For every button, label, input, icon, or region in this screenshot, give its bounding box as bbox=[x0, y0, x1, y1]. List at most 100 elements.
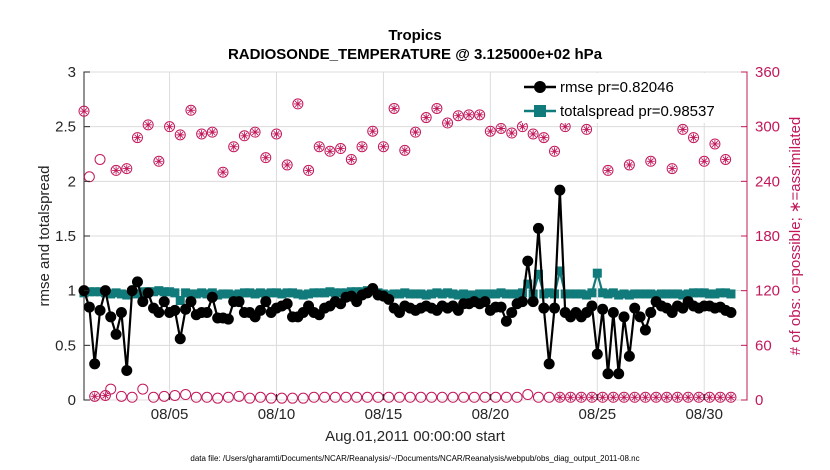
spread-point bbox=[175, 296, 185, 306]
obs-possible-point bbox=[99, 389, 111, 401]
obs-assimilated-point bbox=[325, 147, 334, 156]
spread-point bbox=[239, 288, 249, 298]
obs-assimilated-point bbox=[555, 393, 564, 402]
rmse-point bbox=[629, 302, 641, 314]
spread-point bbox=[683, 289, 693, 299]
rmse-point bbox=[639, 324, 651, 336]
obs-possible-point bbox=[83, 171, 95, 183]
rmse-point bbox=[131, 276, 143, 288]
spread-point bbox=[630, 289, 640, 299]
spread-point bbox=[427, 289, 437, 299]
legend: rmse pr=0.82046 totalspread pr=0.98537 bbox=[522, 73, 727, 123]
obs-assimilated-point bbox=[641, 393, 650, 402]
obs-possible-point bbox=[725, 391, 737, 403]
rmse-point bbox=[618, 311, 630, 323]
rmse-point bbox=[260, 296, 272, 308]
spread-point bbox=[544, 288, 554, 298]
y-tick-label: 3 bbox=[68, 64, 76, 81]
obs-possible-point bbox=[137, 383, 149, 395]
spread-point bbox=[667, 289, 677, 299]
spread-point bbox=[411, 289, 420, 299]
obs-assimilated-point bbox=[80, 107, 88, 116]
rmse-point bbox=[222, 313, 234, 325]
spread-point bbox=[443, 288, 453, 298]
obs-assimilated-point bbox=[678, 125, 687, 134]
obs-assimilated-point bbox=[464, 110, 473, 119]
obs-possible-point bbox=[308, 391, 320, 403]
obs-assimilated-point bbox=[122, 164, 131, 173]
obs-possible-point bbox=[121, 163, 133, 175]
chart-subtitle: RADIOSONDE_TEMPERATURE @ 3.125000e+02 hP… bbox=[228, 46, 603, 63]
obs-possible-point bbox=[153, 155, 165, 167]
series-totalspread bbox=[79, 266, 736, 306]
rmse-line bbox=[82, 190, 732, 374]
y-tick-label: 2 bbox=[68, 173, 76, 190]
y-axis-label: rmse and totalspread bbox=[36, 166, 53, 307]
spread-point bbox=[721, 288, 731, 298]
obs-possible-point bbox=[89, 390, 101, 402]
series-rmse bbox=[78, 184, 737, 380]
obs-assimilated-point bbox=[497, 124, 506, 133]
obs-possible-point bbox=[222, 391, 234, 403]
obs-assimilated-point bbox=[668, 164, 677, 173]
obs-assimilated-point bbox=[694, 393, 703, 402]
obs-assimilated-point bbox=[315, 142, 324, 151]
obs-assimilated-point bbox=[293, 99, 302, 108]
obs-possible-point bbox=[463, 109, 475, 121]
spread-point bbox=[576, 289, 586, 299]
obs-possible-point bbox=[228, 141, 240, 153]
obs-possible-point bbox=[490, 391, 502, 403]
obs-assimilated-point bbox=[566, 393, 575, 402]
spread-point bbox=[336, 288, 346, 298]
obs-possible-point bbox=[115, 390, 127, 402]
rmse-point bbox=[254, 304, 266, 316]
rmse-point bbox=[158, 296, 170, 308]
y-right-tick-label: 180 bbox=[755, 228, 780, 245]
obs-assimilated-point bbox=[390, 104, 399, 113]
obs-assimilated-point bbox=[283, 160, 292, 169]
spread-point bbox=[726, 289, 736, 299]
obs-possible-point bbox=[169, 389, 181, 401]
obs-assimilated-point bbox=[486, 127, 495, 136]
obs-assimilated-point bbox=[379, 142, 388, 151]
obs-possible-point bbox=[212, 392, 224, 404]
spread-point bbox=[635, 289, 645, 299]
obs-possible-point bbox=[142, 119, 154, 131]
rmse-point bbox=[137, 296, 149, 308]
legend-box bbox=[522, 73, 727, 123]
obs-possible-point bbox=[164, 121, 176, 133]
obs-assimilated-point bbox=[716, 393, 725, 402]
spread-point bbox=[330, 288, 340, 298]
obs-possible-point bbox=[538, 132, 550, 144]
spread-point bbox=[400, 288, 410, 298]
spread-point bbox=[512, 289, 522, 299]
spread-point bbox=[111, 288, 121, 298]
obs-possible-point bbox=[196, 128, 208, 140]
legend-spread-marker bbox=[534, 105, 546, 117]
spread-point bbox=[459, 289, 469, 299]
spread-point bbox=[304, 289, 314, 299]
spread-point bbox=[234, 289, 244, 299]
spread-point bbox=[453, 290, 463, 300]
rmse-point bbox=[281, 298, 293, 310]
obs-possible-point bbox=[367, 125, 379, 137]
obs-assimilated-point bbox=[603, 166, 612, 175]
obs-assimilated-point bbox=[550, 147, 559, 156]
obs-possible-point bbox=[180, 389, 192, 401]
plot-area bbox=[78, 71, 748, 404]
obs-possible-point bbox=[131, 132, 143, 144]
obs-assimilated-point bbox=[240, 131, 249, 140]
spread-point bbox=[656, 289, 666, 299]
obs-possible-point bbox=[720, 153, 732, 165]
obs-possible-point bbox=[324, 145, 336, 157]
y-axis-right-label: # of obs: o=possible; ∗=assimilated bbox=[787, 117, 804, 356]
obs-assimilated-point bbox=[90, 392, 99, 401]
x-axis-label: Aug.01,2011 00:00:00 start bbox=[325, 428, 506, 445]
obs-possible-point bbox=[532, 391, 544, 403]
spread-point bbox=[421, 290, 431, 300]
obs-assimilated-point bbox=[561, 122, 570, 131]
obs-possible-point bbox=[458, 391, 470, 403]
obs-assimilated-point bbox=[705, 393, 714, 402]
obs-possible-point bbox=[351, 391, 363, 403]
